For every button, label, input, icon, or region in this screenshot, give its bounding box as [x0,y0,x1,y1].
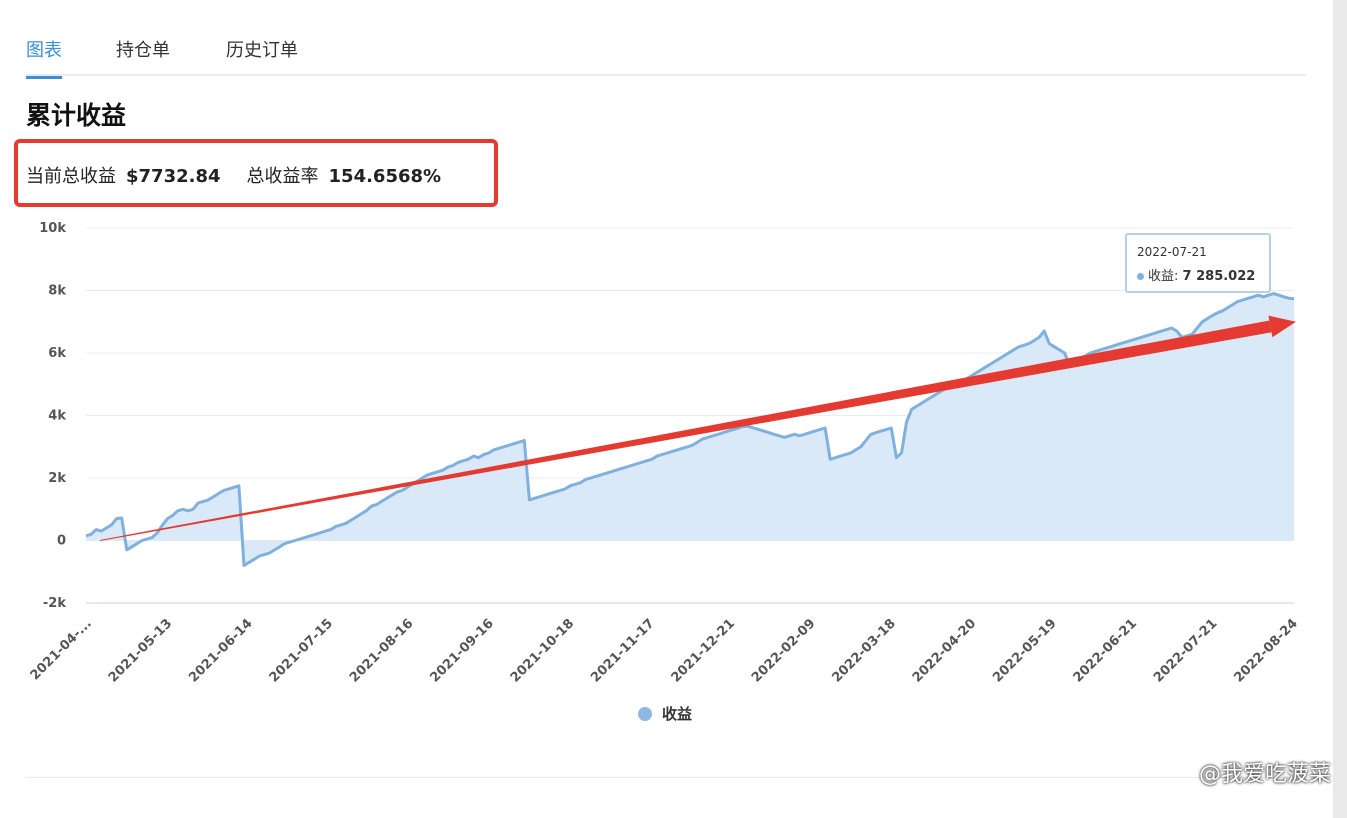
tooltip-value: 7 285.022 [1182,269,1256,284]
x-tick-label: 2021-11-17 [588,616,657,685]
x-axis-ticks: 2021-04-... 2021-05-13 2021-06-14 2021-07-1… [28,616,1301,685]
chart-legend[interactable]: 收益 [638,703,692,724]
total-profit-value: $7732.84 [126,166,221,187]
y-tick-label: 6k [48,346,66,361]
tab-bar: 图表 持仓单 历史订单 [26,28,1306,79]
tooltip-series-dot [1137,273,1144,280]
y-tick-label: -2k [43,596,66,611]
watermark: @我爱吃菠菜 [1198,762,1331,787]
x-tick-label: 2022-04-20 [910,616,979,685]
y-tick-label: 0 [57,534,66,549]
annotation-layer [99,315,1296,541]
x-tick-label: 2021-10-18 [508,616,577,685]
chart-tooltip: 2022-07-21 收益: 7 285.022 [1125,233,1271,293]
tab-chart[interactable]: 图表 [26,36,62,79]
total-profit-label: 当前总收益 [26,166,116,187]
trend-arrow-head [1268,315,1296,338]
x-tick-label: 2022-06-21 [1071,616,1140,685]
y-tick-label: 4k [48,409,66,424]
x-tick-label: 2021-07-15 [267,616,336,685]
divider [26,777,1306,778]
x-tick-label: 2022-03-18 [829,616,898,685]
vertical-scrollbar[interactable] [1333,0,1347,818]
x-tick-label: 2021-05-13 [106,616,175,685]
tab-order-history[interactable]: 历史订单 [226,40,298,61]
page-title: 累计收益 [26,101,127,130]
x-tick-label: 2021-08-16 [347,616,416,685]
legend-label: 收益 [662,705,693,723]
trend-arrow-shaft [99,320,1272,541]
x-tick-label: 2022-07-21 [1151,616,1220,685]
tab-positions[interactable]: 持仓单 [116,40,170,61]
x-tick-label: 2021-09-16 [427,616,496,685]
x-tick-label: 2021-06-14 [186,616,255,685]
x-tick-label: 2022-08-24 [1231,616,1300,685]
x-tick-label: 2022-02-09 [749,616,818,685]
y-tick-label: 10k [39,221,66,236]
summary-stats: 当前总收益 $7732.84 总收益率 154.6568% [26,162,441,188]
trend-arrow [99,315,1296,541]
highlight-box [14,139,498,207]
x-tick-label: 2021-04-... [28,616,95,683]
tooltip-series-label: 收益: [1148,269,1179,284]
return-rate-value: 154.6568% [328,166,442,187]
tooltip-date: 2022-07-21 [1137,245,1207,259]
legend-dot-icon [638,706,652,721]
x-tick-label: 2022-05-19 [990,616,1059,685]
x-tick-label: 2021-12-21 [669,616,738,685]
y-tick-label: 2k [48,471,66,486]
y-axis-ticks: -2k 0 2k 4k 6k 8k 10k [39,221,66,611]
y-tick-label: 8k [48,284,66,299]
series-layer [85,292,1295,567]
return-rate-label: 总收益率 [246,166,319,187]
series-line [85,292,1295,567]
